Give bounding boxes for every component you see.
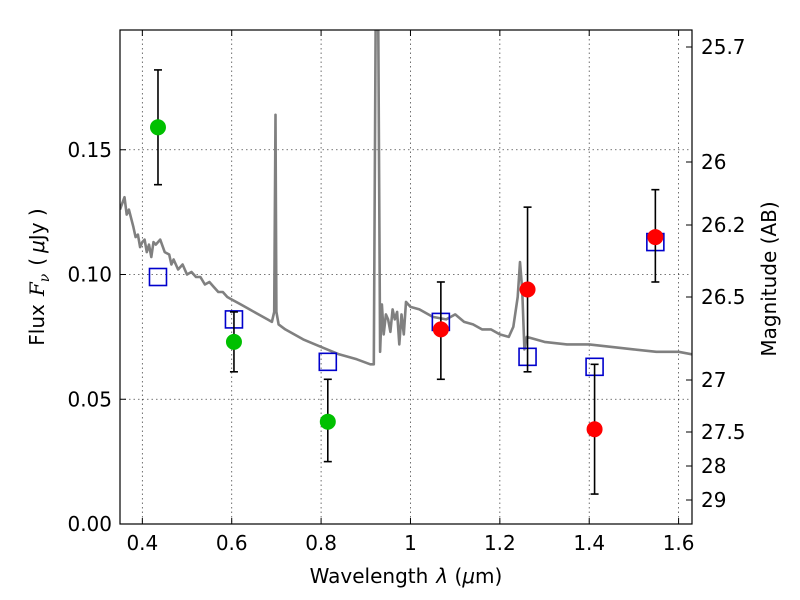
y2-tick-label: 26.5 [701, 285, 746, 309]
sed-model-line [120, 30, 692, 366]
y-tick-label: 0.15 [67, 138, 112, 162]
plot-frame [119, 29, 693, 525]
model-photometry-square [148, 267, 168, 287]
x-tick-label: 0.6 [216, 531, 248, 555]
x-tick-label: 0.8 [305, 531, 337, 555]
observed-flux-point [225, 333, 242, 350]
y-tick-label: 0.05 [67, 387, 112, 411]
x-tick-label: 1 [404, 531, 417, 555]
model-photometry-square [318, 352, 338, 372]
y2-tick-label: 26 [701, 150, 726, 174]
x-tick-label: 1.2 [484, 531, 516, 555]
observed-flux-point [149, 119, 166, 136]
x-axis-ticks: 0.4 0.6 0.8 1 1.2 1.4 1.6 [126, 30, 695, 555]
observed-flux-point [586, 421, 603, 438]
plot-area [120, 30, 692, 495]
observed-flux-point [519, 281, 536, 298]
y2-tick-label: 28 [701, 454, 726, 478]
x-tick-label: 0.4 [126, 531, 158, 555]
observed-flux-point [319, 413, 336, 430]
observed-flux-point [432, 321, 449, 338]
y2-tick-label: 25.7 [701, 35, 746, 59]
x-axis-label: Wavelength λ (μm) [310, 564, 503, 588]
x-tick-label: 1.6 [663, 531, 695, 555]
y2-tick-label: 29 [701, 488, 726, 512]
y-tick-label: 0.10 [67, 263, 112, 287]
observation-layer [149, 119, 664, 438]
y2-tick-label: 27.5 [701, 420, 746, 444]
observed-flux-point [647, 229, 664, 246]
sed-line-layer [120, 30, 692, 366]
y2-axis-label: Magnitude (AB) [757, 201, 781, 356]
y2-tick-label: 27 [701, 368, 726, 392]
y2-axis-ticks: 25.7 26 26.2 26.5 27 27.5 28 29 [686, 35, 746, 512]
y2-tick-label: 26.2 [701, 213, 746, 237]
y-axis-label: FluxFν(μJy ) [25, 208, 53, 345]
y-axis-ticks: 0.00 0.05 0.10 0.15 [67, 138, 126, 536]
x-tick-label: 1.4 [573, 531, 605, 555]
y-tick-label: 0.00 [67, 512, 112, 536]
